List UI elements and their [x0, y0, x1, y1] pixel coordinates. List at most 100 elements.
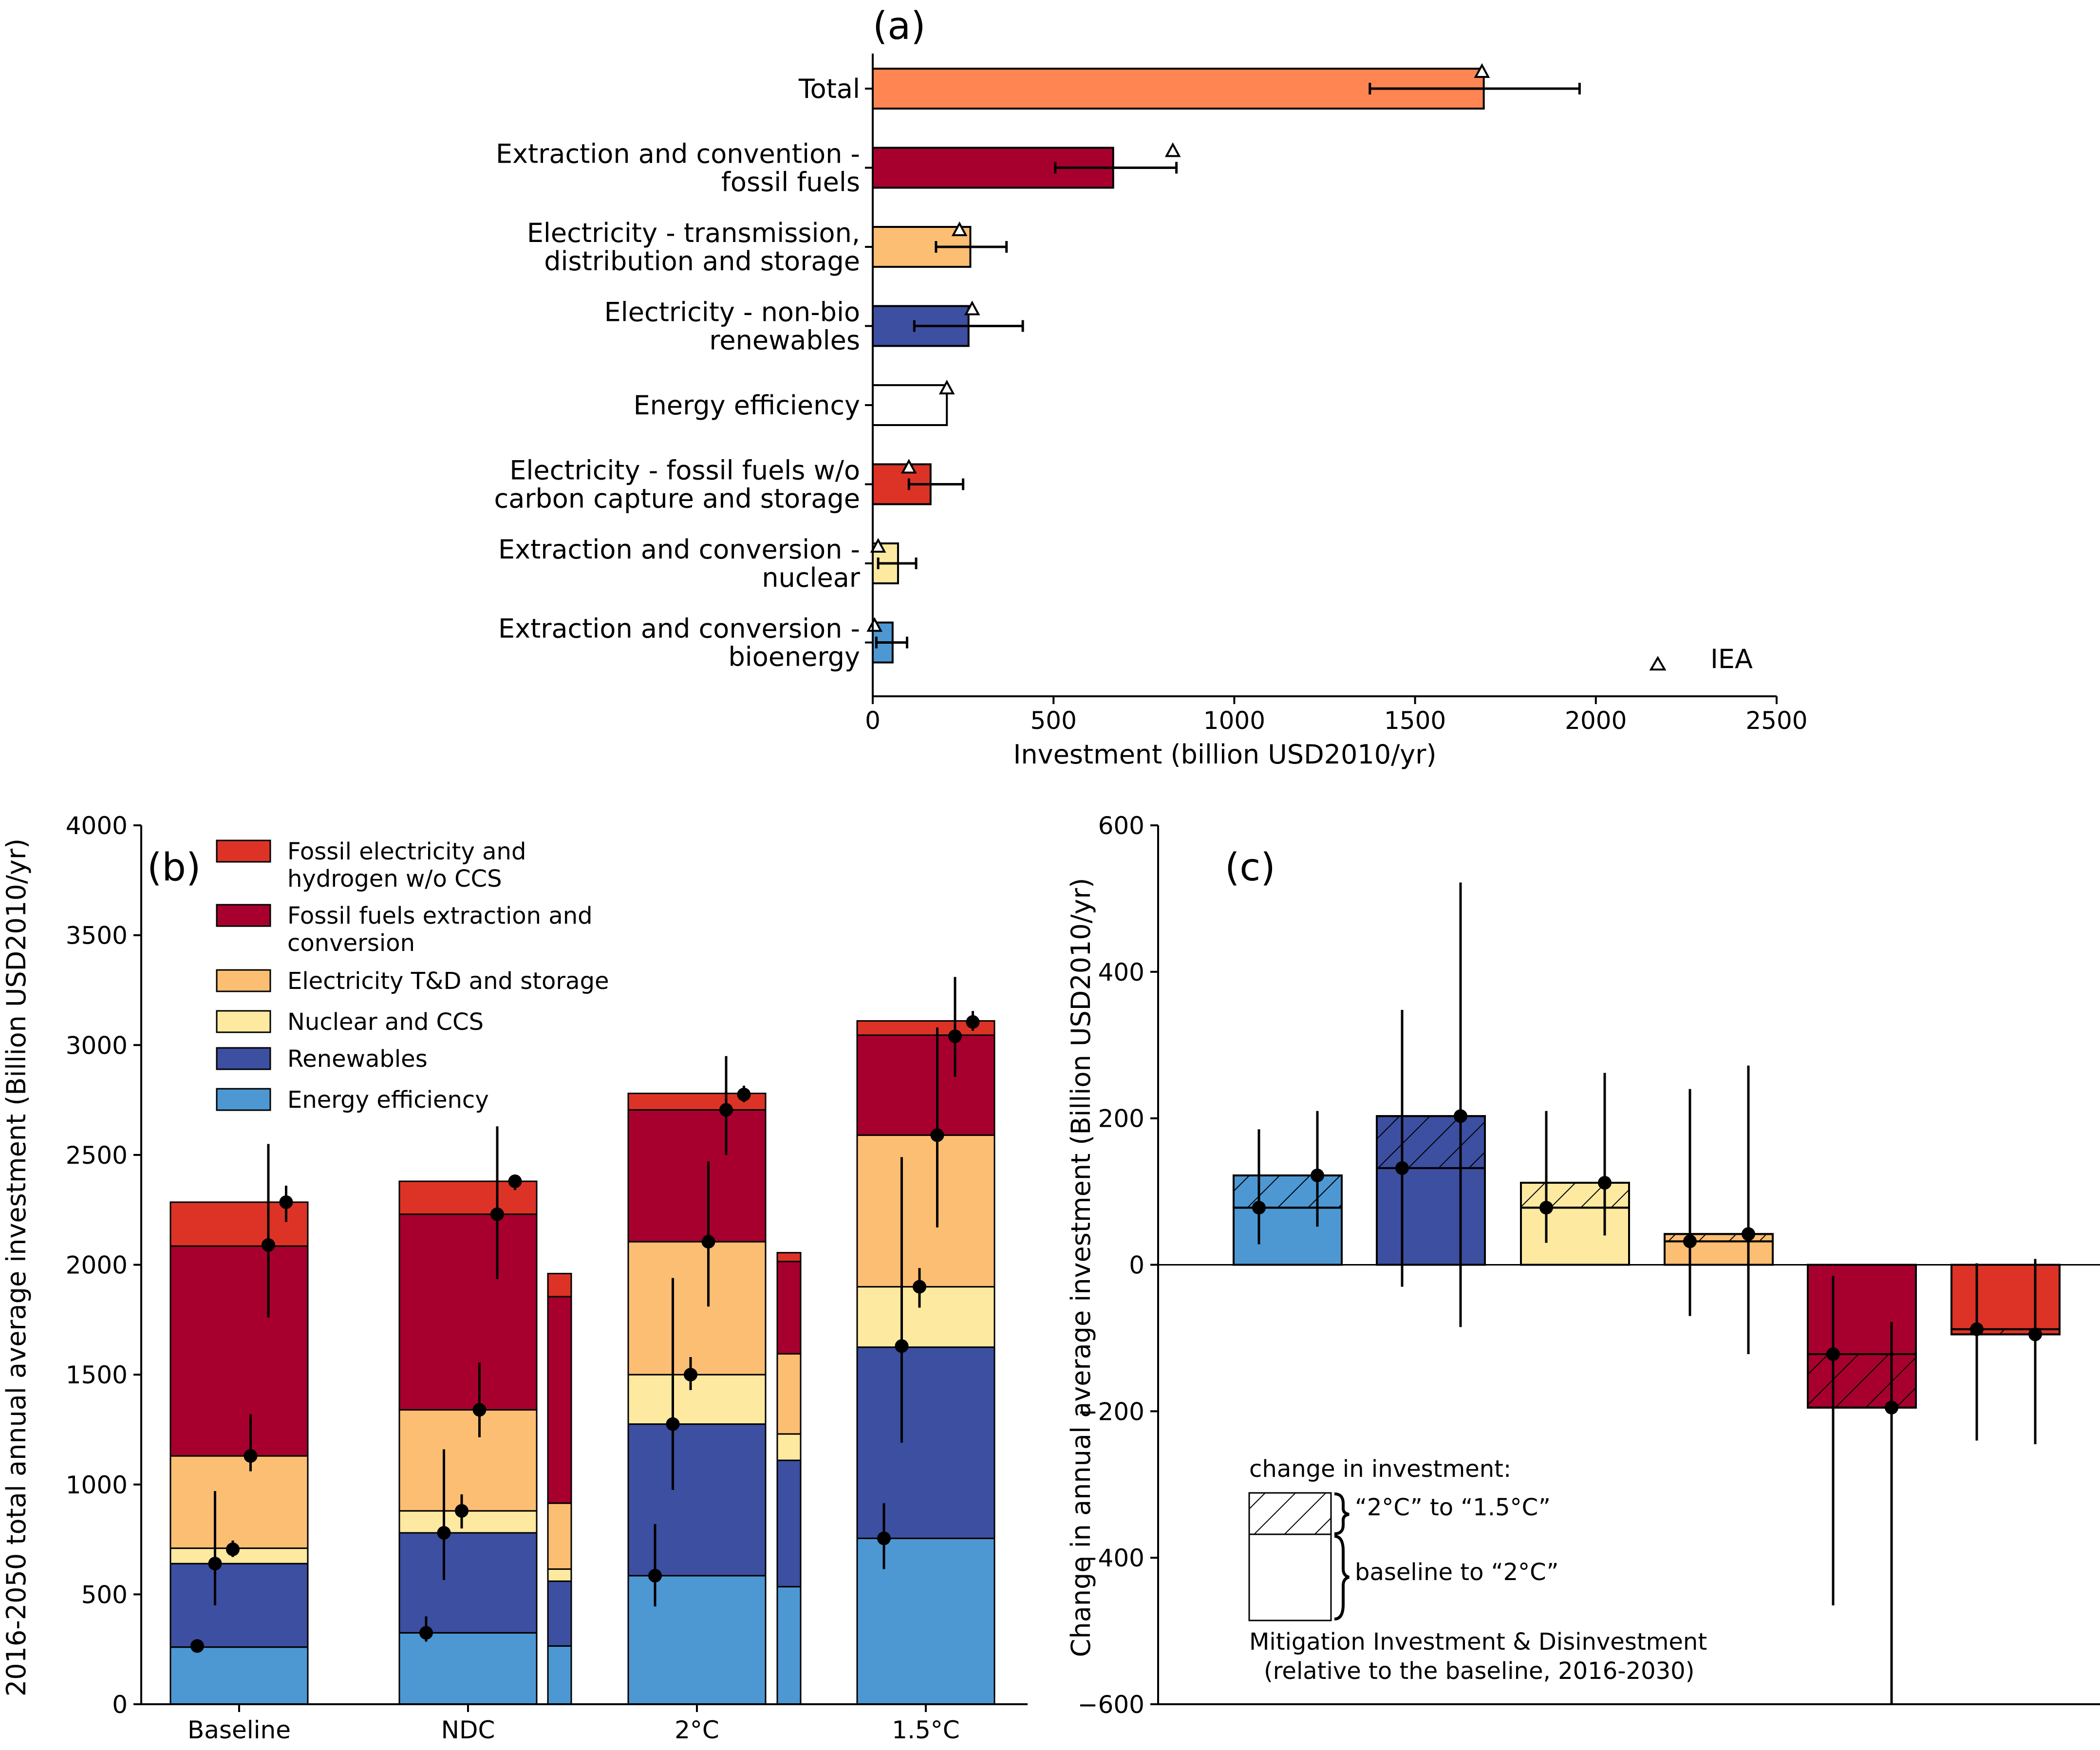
- panel-a-iea-marker: [866, 617, 883, 632]
- panel-c-point: [1252, 1201, 1266, 1215]
- panel-b-point: [719, 1103, 733, 1117]
- panel-b-legend-label: Fossil fuels extraction and: [287, 902, 593, 930]
- panel-c-bar-baseline-to-2c: [1520, 1207, 1630, 1266]
- panel-b-point: [419, 1626, 433, 1640]
- panel-c-y-tick-label: 0: [1129, 1251, 1144, 1280]
- panel-b-point: [737, 1087, 751, 1101]
- panel-a-x-axis-label: Investment (billion USD2010/yr): [1013, 739, 1436, 770]
- panel-a-iea-marker: [1474, 63, 1490, 78]
- panel-c-point: [1598, 1176, 1612, 1190]
- panel-b-label: (b): [147, 846, 201, 890]
- panel-b-segment-renewables: [398, 1532, 538, 1634]
- panel-b-point: [684, 1368, 697, 1382]
- panel-a-category-label: Extraction and conversion -: [498, 614, 860, 644]
- panel-c-y-tick-label: 200: [1098, 1105, 1144, 1133]
- panel-c-y-tick-label: 400: [1098, 958, 1144, 987]
- panel-b-legend-swatch: [216, 969, 271, 992]
- panel-a-bar: [872, 384, 948, 426]
- panel-a-iea-marker: [870, 538, 886, 553]
- panel-c-bar-baseline-to-2c: [1807, 1264, 1917, 1356]
- panel-b-legend-label: conversion: [287, 930, 415, 957]
- panel-c-point: [1826, 1347, 1840, 1361]
- panel-c-y-axis-label: Change in annual average investment (Bil…: [1066, 878, 1096, 1657]
- panel-b-segment-fossil-extraction: [169, 1245, 309, 1457]
- panel-b-point: [877, 1531, 891, 1545]
- panel-a-category-label: Extraction and conversion -: [498, 534, 860, 565]
- panel-b-point: [262, 1238, 275, 1252]
- panel-b-x-tick-label: Baseline: [188, 1716, 291, 1744]
- panel-b-point: [244, 1449, 258, 1463]
- panel-c-bar-baseline-to-2c: [1376, 1167, 1486, 1266]
- panel-a-legend-iea: IEA: [1710, 644, 1753, 674]
- panel-a-x-tick-label: 0: [865, 707, 881, 735]
- panel-b-legend-swatch: [216, 839, 271, 863]
- panel-b-x-tick-label: 2°C: [675, 1716, 719, 1744]
- panel-a-category-label: Total: [798, 74, 860, 104]
- panel-b-point: [648, 1569, 662, 1583]
- panel-c-annotation: change in investment: “2°C” to “1.5°C” b…: [1248, 1455, 1707, 1685]
- panel-b-segment-energy-efficiency-thin: [547, 1645, 572, 1705]
- panel-b-segment-td-storage: [398, 1409, 538, 1512]
- panel-a-category-label: Electricity - fossil fuels w/o: [509, 455, 860, 486]
- panel-c-bars: [1233, 882, 2061, 1704]
- panel-a-x-tick-label: 1000: [1203, 707, 1265, 735]
- panel-a-category-label: Energy efficiency: [634, 390, 860, 421]
- panel-b-y-tick-label: 2000: [66, 1251, 128, 1280]
- panel-a-category-label: fossil fuels: [721, 167, 860, 198]
- panel-b-segment-fossil-extraction: [398, 1213, 538, 1411]
- panel-a-legend: IEA: [1649, 644, 1753, 674]
- panel-b-segment-renewables-thin: [547, 1580, 572, 1647]
- panel-b-segment-nuclear: [856, 1286, 995, 1348]
- annotation-hatched-swatch: [1248, 1492, 1332, 1535]
- panel-b-point: [895, 1339, 909, 1353]
- panel-a-category-labels: Total Extraction and convention -fossil f…: [494, 74, 861, 672]
- iea-legend-marker-icon: [1649, 656, 1667, 670]
- panel-a-x-axis: 0 500 1000 1500 2000 2500: [865, 54, 1808, 735]
- panel-b-segment-nuclear: [627, 1374, 767, 1425]
- panel-c-point: [1885, 1400, 1898, 1415]
- annotation-heading: change in investment:: [1249, 1455, 1511, 1483]
- panel-b-legend-label: Fossil electricity and: [287, 838, 526, 865]
- panel-b-legend-swatch: [216, 1047, 271, 1070]
- panel-b-segment-energy-efficiency: [398, 1632, 538, 1705]
- panel-b-segment-fossil-electricity-thin: [547, 1273, 572, 1298]
- panel-a-category-label: renewables: [709, 325, 860, 356]
- panel-b-y-tick-label: 1500: [66, 1361, 128, 1389]
- panel-b-segment-fossil-extraction: [856, 1034, 995, 1136]
- panel-b-segment-nuclear-thin: [776, 1433, 802, 1461]
- annotation-plain-swatch: [1248, 1533, 1332, 1621]
- panel-b-segment-td-storage-thin: [547, 1502, 572, 1570]
- panel-a-x-tick-label: 1500: [1384, 707, 1446, 735]
- panel-b-segment-renewables: [169, 1563, 309, 1648]
- panel-c-hatch-overlay: [1376, 1115, 1486, 1169]
- panel-b-segment-fossil-electricity-thin: [776, 1252, 802, 1263]
- panel-c-hatch-overlay: [1807, 1353, 1917, 1409]
- panel-b-segment-fossil-extraction: [627, 1109, 767, 1243]
- panel-b-legend-label: Renewables: [287, 1045, 428, 1073]
- panel-c-y-tick-label: −600: [1078, 1691, 1144, 1719]
- panel-a-category-label: Electricity - non-bio: [604, 297, 860, 328]
- panel-c-hatch-overlay: [1520, 1182, 1630, 1209]
- panel-b-legend-swatch: [216, 1088, 271, 1111]
- panel-b-segment-td-storage: [856, 1134, 995, 1288]
- panel-b-legend-swatch: [216, 904, 271, 927]
- panel-a-bars: [866, 63, 1581, 664]
- panel-c-hatch-overlay: [1664, 1233, 1774, 1243]
- panel-b-y-tick-label: 500: [81, 1581, 128, 1609]
- panel-b-point: [226, 1542, 240, 1556]
- panel-a-x-tick-label: 2000: [1565, 707, 1627, 735]
- panel-c-bar-baseline-to-2c: [1950, 1264, 2061, 1330]
- panel-c-change-in-investment: (c) 600 400 200 0 −200 −400 −600 Change in ann…: [1066, 812, 2100, 1719]
- panel-c-point: [1539, 1201, 1553, 1215]
- panel-b-y-tick-label: 4000: [66, 812, 128, 840]
- panel-a-investment-by-category: (a) Total Extraction and convention -foss…: [494, 4, 1808, 770]
- panel-b-legend-label: Electricity T&D and storage: [287, 968, 609, 995]
- panel-c-point: [1311, 1168, 1324, 1182]
- panel-b-segment-renewables-thin: [776, 1459, 802, 1588]
- panel-a-iea-marker: [964, 300, 980, 316]
- panel-b-legend-label: Nuclear and CCS: [287, 1008, 484, 1036]
- panel-a-label: (a): [873, 4, 926, 48]
- annotation-footer-line1: Mitigation Investment & Disinvestment: [1249, 1628, 1707, 1656]
